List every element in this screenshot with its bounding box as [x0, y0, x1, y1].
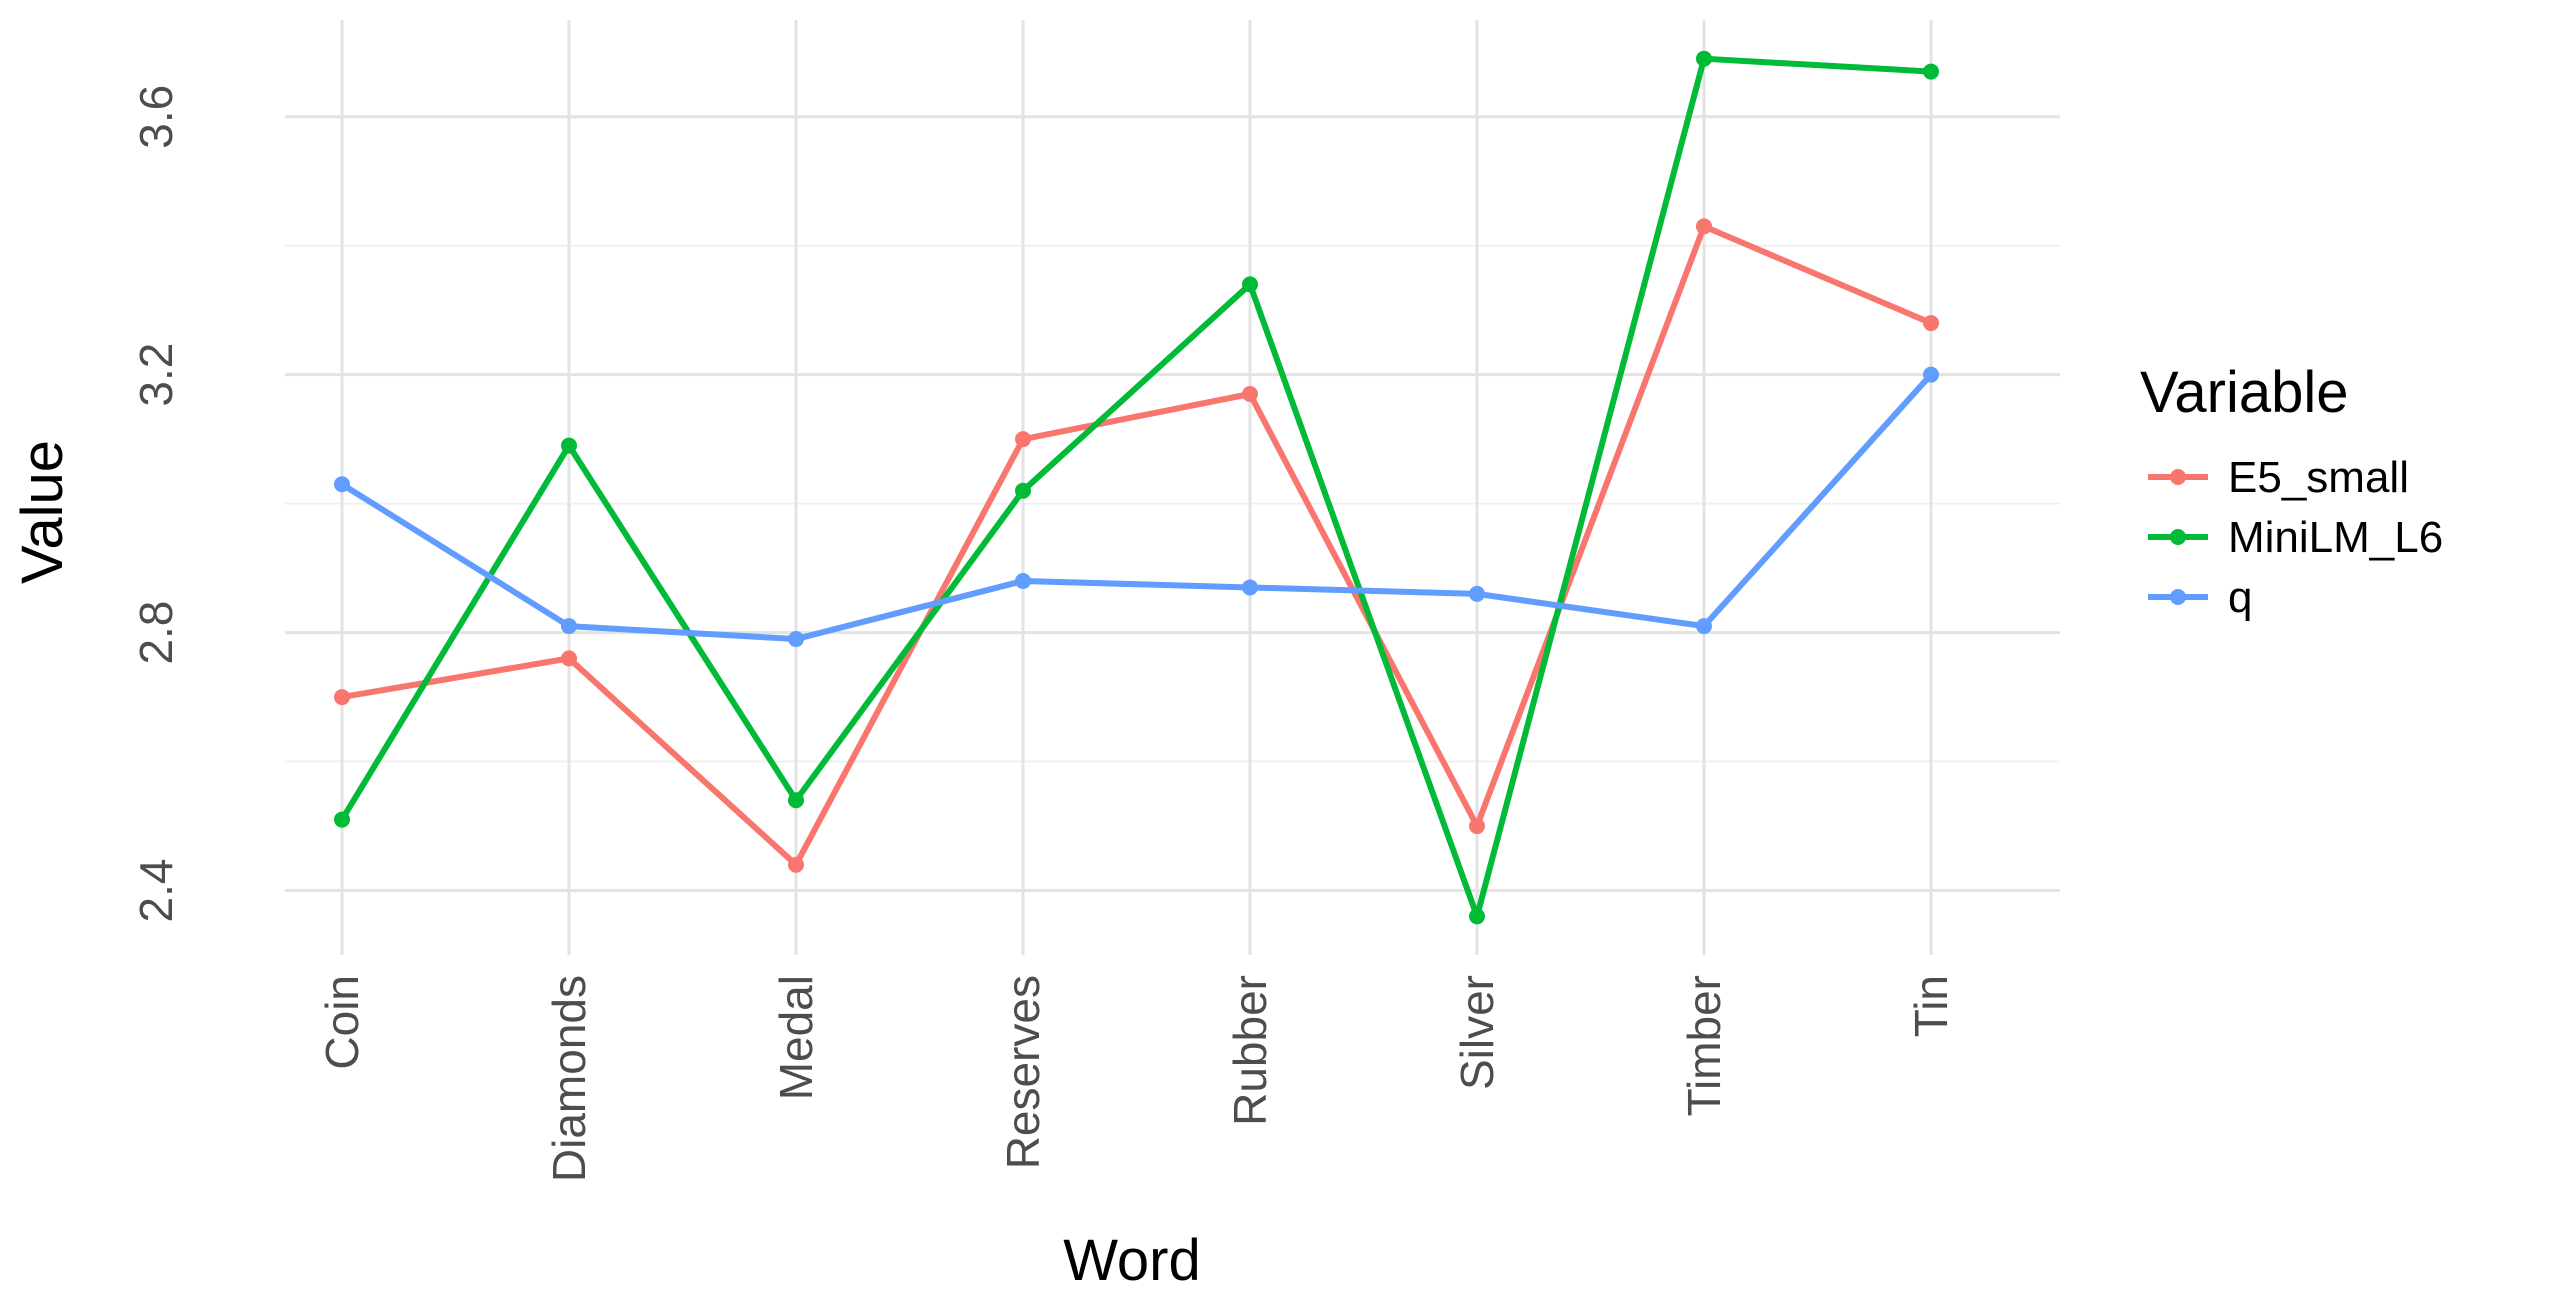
data-point	[1015, 573, 1031, 589]
data-point	[1469, 585, 1485, 602]
data-point	[1696, 218, 1712, 235]
y-tick-label: 3.6	[130, 85, 182, 149]
data-point	[1923, 315, 1939, 332]
series-layer	[334, 50, 1939, 925]
major-gridlines	[285, 20, 2060, 955]
x-tick-label: Medal	[770, 975, 822, 1100]
x-tick-label: Rubber	[1224, 975, 1276, 1126]
data-point	[788, 856, 804, 873]
data-point	[1696, 50, 1712, 67]
data-point	[1242, 276, 1258, 293]
data-point	[1469, 818, 1485, 835]
legend: Variable E5_small MiniLM_L6q	[2140, 360, 2443, 622]
data-point	[1923, 63, 1939, 80]
legend-key-point	[2170, 469, 2186, 485]
y-axis-title: Value	[10, 440, 75, 584]
y-tick-label: 2.8	[130, 601, 182, 665]
data-point	[1242, 579, 1258, 596]
data-point	[561, 650, 577, 667]
x-tick-label: Coin	[316, 975, 368, 1070]
series-e5-small	[334, 218, 1939, 873]
data-point	[334, 811, 350, 828]
series-q	[334, 366, 1939, 648]
data-point	[561, 437, 577, 454]
x-tick-label: Timber	[1678, 975, 1730, 1116]
data-point	[1469, 908, 1485, 925]
data-point	[561, 618, 577, 635]
minor-gridlines	[285, 244, 2060, 763]
series-line	[341, 223, 1933, 868]
data-point	[334, 689, 350, 706]
data-point	[1923, 366, 1939, 383]
series-line	[340, 372, 1934, 643]
data-point	[1015, 431, 1031, 448]
legend-key-point	[2170, 589, 2186, 605]
legend-label: MiniLM_L6	[2228, 513, 2443, 562]
data-point	[334, 476, 350, 493]
legend-item: E5_small	[2148, 453, 2409, 502]
series-minilm-l6	[334, 50, 1939, 925]
legend-item: MiniLM_L6	[2148, 513, 2443, 562]
x-axis-title: Word	[1063, 1228, 1201, 1293]
legend-title: Variable	[2140, 360, 2349, 425]
y-tick-labels: 2.4 2.8 3.2 3.6	[130, 85, 182, 923]
legend-label: E5_small	[2228, 453, 2409, 502]
y-tick-label: 2.4	[130, 859, 182, 923]
y-tick-label: 3.2	[130, 343, 182, 407]
legend-item: q	[2148, 573, 2252, 622]
series-line	[339, 55, 1932, 920]
x-tick-label: Reserves	[997, 975, 1049, 1169]
data-point	[788, 631, 804, 648]
x-tick-label: Silver	[1451, 975, 1503, 1090]
x-tick-label: Diamonds	[543, 975, 595, 1182]
legend-label: q	[2228, 573, 2252, 622]
data-point	[788, 792, 804, 809]
x-tick-labels: Coin Diamonds Medal Reserves Rubber Silver Tim…	[316, 975, 1957, 1182]
data-point	[1242, 386, 1258, 402]
x-tick-label: Tin	[1905, 975, 1957, 1037]
data-point	[1015, 482, 1031, 499]
legend-key-point	[2170, 529, 2186, 545]
data-point	[1696, 618, 1712, 635]
